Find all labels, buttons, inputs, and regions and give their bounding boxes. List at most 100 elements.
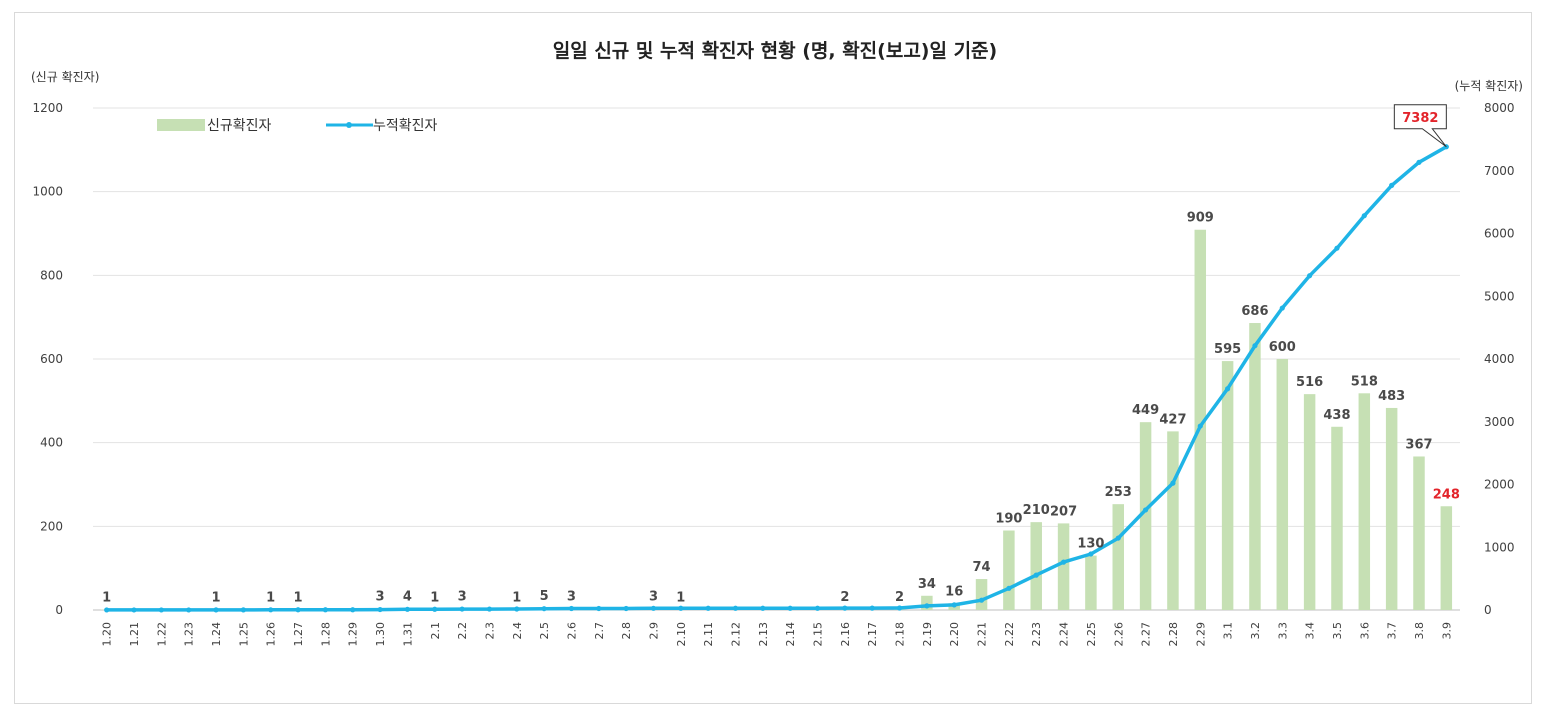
x-tick-label: 3.1 (1222, 622, 1235, 640)
bar (1057, 523, 1070, 610)
x-tick-label: 1.27 (292, 622, 305, 647)
line-point (322, 607, 328, 613)
bar-data-label: 516 (1296, 375, 1323, 390)
x-tick-label: 2.18 (894, 622, 907, 647)
bar-data-label: 1 (430, 591, 439, 606)
legend-line-marker (346, 122, 352, 128)
x-tick-label: 2.1 (429, 622, 442, 640)
line-point (186, 607, 192, 613)
line-point (1416, 159, 1422, 165)
x-tick-label: 2.7 (593, 622, 606, 640)
left-tick-label: 200 (40, 519, 63, 533)
x-tick-label: 1.25 (237, 622, 250, 647)
bar-data-label: 16 (945, 584, 963, 599)
right-tick-label: 1000 (1484, 540, 1515, 554)
bar-data-label: 438 (1323, 408, 1350, 423)
bar-data-label: 34 (918, 577, 936, 592)
x-tick-label: 2.12 (729, 622, 742, 647)
bar-data-label: 427 (1159, 412, 1186, 427)
bar-data-label: 595 (1214, 342, 1241, 357)
line-point (596, 605, 602, 612)
bar-data-label: 686 (1241, 304, 1268, 319)
line-point (814, 605, 821, 611)
x-tick-label: 3.5 (1331, 622, 1344, 640)
bar-data-label: 3 (458, 590, 467, 605)
line-point (1279, 305, 1285, 311)
x-tick-label: 1.28 (319, 622, 332, 647)
line-point (1006, 585, 1012, 591)
bar (1440, 506, 1453, 610)
x-tick-label: 2.4 (511, 622, 524, 640)
chart-svg: 일일 신규 및 누적 확진자 현황 (명, 확진(보고)일 기준) (신규 확진… (31, 39, 1523, 647)
chart-frame: 일일 신규 및 누적 확진자 현황 (명, 확진(보고)일 기준) (신규 확진… (14, 12, 1532, 704)
bar (1303, 394, 1316, 610)
line-point (213, 607, 219, 613)
bar-data-label: 483 (1378, 389, 1405, 404)
x-tick-label: 2.17 (866, 622, 879, 647)
line-point (1115, 535, 1121, 541)
x-tick-label: 2.6 (565, 622, 578, 640)
line-point (732, 605, 739, 611)
line-point (541, 606, 547, 612)
x-tick-label: 2.20 (948, 622, 961, 647)
bar (921, 595, 933, 610)
line-point (1334, 245, 1340, 251)
right-tick-label: 8000 (1484, 101, 1515, 115)
line-point (924, 603, 930, 609)
bar-data-label: 190 (995, 512, 1022, 527)
bar-data-label: 1 (102, 591, 111, 606)
right-tick-label: 6000 (1484, 227, 1515, 241)
bar-data-label: 909 (1187, 211, 1214, 226)
line-point (295, 607, 301, 613)
bar-data-label: 210 (1023, 503, 1050, 518)
x-tick-label: 1.24 (210, 622, 223, 647)
bar (1413, 456, 1425, 610)
line-point (650, 605, 657, 611)
x-tick-label: 2.14 (784, 622, 797, 647)
line-point (1170, 480, 1176, 486)
x-tick-label: 2.23 (1030, 622, 1043, 647)
bar (975, 579, 988, 610)
bar-data-label: 2 (840, 590, 849, 605)
line-point (1389, 182, 1395, 188)
line-point (787, 605, 793, 611)
x-tick-label: 2.22 (1003, 622, 1016, 647)
line-point (568, 605, 575, 612)
x-tick-label: 3.2 (1249, 622, 1262, 640)
right-tick-label: 3000 (1484, 415, 1515, 429)
x-tick-label: 1.29 (347, 622, 360, 647)
x-tick-label: 1.22 (155, 622, 168, 647)
chart-title: 일일 신규 및 누적 확진자 현황 (명, 확진(보고)일 기준) (553, 39, 997, 62)
line-point (1088, 551, 1094, 557)
bar-data-label: 3 (567, 590, 576, 605)
line-point (1197, 423, 1203, 429)
bar-series (100, 229, 1453, 611)
x-tick-label: 3.3 (1276, 622, 1289, 640)
line-point (486, 606, 493, 612)
line-point (350, 607, 356, 613)
line-point (896, 605, 903, 611)
right-axis-ticks: 0 1000 2000 3000 4000 5000 6000 7000 8000 (1484, 101, 1515, 617)
x-tick-label: 2.21 (976, 622, 989, 647)
legend-bar-label: 신규확진자 (207, 118, 272, 134)
line-point (1307, 273, 1313, 279)
line-point (268, 607, 274, 613)
right-tick-label: 7000 (1484, 164, 1515, 178)
bar-data-label: 4 (403, 589, 412, 604)
line-point (377, 606, 383, 613)
x-tick-label: 3.8 (1413, 622, 1426, 640)
left-axis-ticks: 0 200 400 600 800 1000 1200 (32, 101, 63, 617)
bar (1358, 393, 1371, 610)
x-tick-label: 2.29 (1194, 622, 1207, 647)
line-point (158, 607, 164, 613)
bar-data-label: 449 (1132, 403, 1159, 418)
legend: 신규확진자 누적확진자 (157, 118, 438, 134)
bar-data-label: 1 (266, 591, 275, 606)
x-tick-label: 2.25 (1085, 622, 1098, 647)
x-tick-label: 2.5 (538, 622, 551, 640)
bar (1249, 323, 1261, 610)
bar-data-label: 3 (649, 590, 658, 605)
legend-line-label: 누적확진자 (373, 118, 438, 134)
left-tick-label: 400 (40, 436, 63, 450)
line-point (131, 607, 137, 613)
